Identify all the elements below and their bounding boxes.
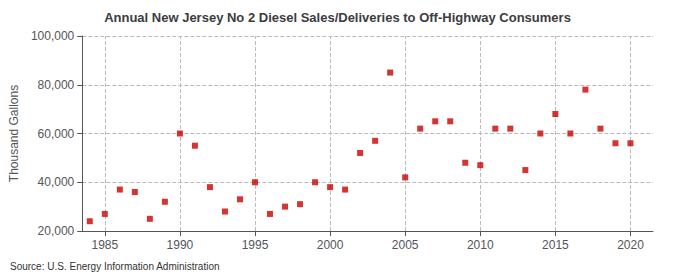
svg-text:2015: 2015	[542, 238, 569, 252]
svg-text:100,000: 100,000	[31, 29, 75, 43]
svg-text:80,000: 80,000	[38, 78, 75, 92]
svg-text:2005: 2005	[392, 238, 419, 252]
svg-text:2020: 2020	[617, 238, 644, 252]
svg-text:20,000: 20,000	[38, 224, 75, 238]
svg-text:1995: 1995	[242, 238, 269, 252]
svg-text:1990: 1990	[167, 238, 194, 252]
svg-text:Thousand Gallons: Thousand Gallons	[7, 85, 21, 182]
svg-text:2000: 2000	[317, 238, 344, 252]
svg-text:Source: U.S. Energy Informatio: Source: U.S. Energy Information Administ…	[10, 261, 220, 272]
svg-text:40,000: 40,000	[38, 175, 75, 189]
svg-text:60,000: 60,000	[38, 127, 75, 141]
svg-text:1985: 1985	[91, 238, 118, 252]
svg-text:2010: 2010	[467, 238, 494, 252]
svg-text:Annual New Jersey No 2 Diesel: Annual New Jersey No 2 Diesel Sales/Deli…	[104, 10, 571, 25]
